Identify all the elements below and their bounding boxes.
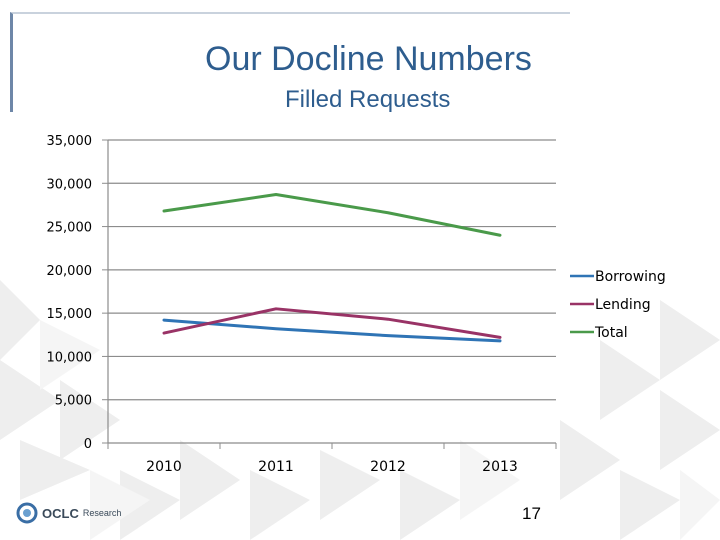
series-line-total [162,193,502,237]
slide-title: Our Docline Numbers [205,40,532,78]
y-tick-label: 5,000 [55,394,92,409]
y-tick-label: 35,000 [47,134,93,149]
y-tick-label: 0 [84,437,92,452]
legend-label-borrowing: Borrowing [595,269,666,285]
series-line-borrowing [162,318,502,343]
slide-subtitle: Filled Requests [285,86,451,113]
y-tick-label: 15,000 [47,307,93,322]
chart-gridlines [102,139,556,444]
chart-legend: Borrowing Lending Total [570,269,666,341]
legend-label-lending: Lending [595,297,651,313]
oclc-research-logo: OCLC Research [16,500,121,526]
title-frame [10,12,570,112]
oclc-logo-icon [16,502,38,524]
x-tick-label: 2011 [258,459,294,475]
y-tick-label: 30,000 [47,177,93,192]
page-number: 17 [522,504,541,523]
y-tick-label: 10,000 [47,350,93,365]
x-axis-tick-labels: 2010 2011 2012 2013 [146,459,518,475]
x-tick-label: 2010 [146,459,182,475]
x-tick-label: 2012 [370,459,406,475]
chart-series [162,193,502,343]
x-tick-label: 2013 [482,459,518,475]
series-line-lending [162,307,502,339]
y-axis-tick-labels: 0 5,000 10,000 15,000 20,000 25,000 30,000 35,0… [47,134,93,452]
logo-text: OCLC [42,505,79,521]
legend-label-total: Total [594,325,628,341]
y-tick-label: 25,000 [47,221,93,236]
logo-subtext: Research [82,508,122,518]
y-tick-label: 20,000 [47,264,93,279]
chart-axes [107,140,557,449]
